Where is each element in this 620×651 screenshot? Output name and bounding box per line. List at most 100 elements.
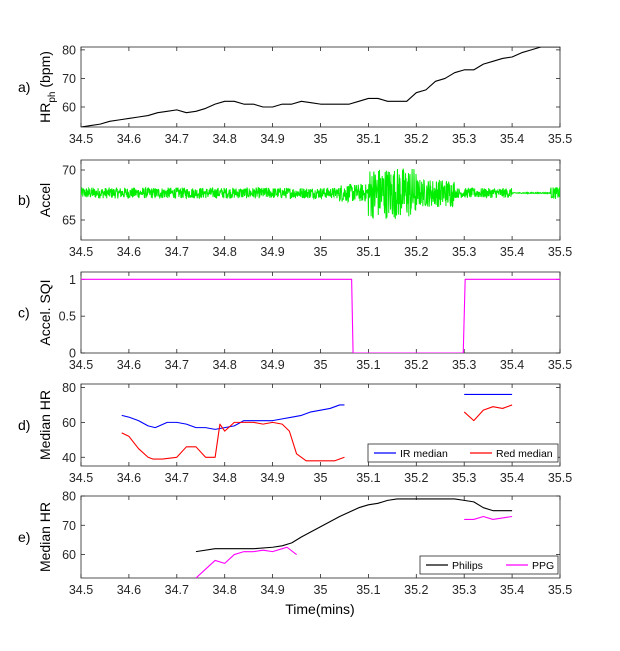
- y-tick-label: 80: [62, 490, 76, 504]
- x-tick-label: 34.5: [69, 583, 93, 597]
- legend-box: [367, 443, 559, 463]
- y-tick-label: 60: [62, 101, 76, 115]
- x-tick-label: 34.9: [260, 245, 284, 259]
- axes-box: [80, 271, 561, 354]
- axes-box: [80, 159, 561, 241]
- x-tick-label: 34.5: [69, 132, 93, 146]
- x-tick-label: 35.2: [404, 245, 428, 259]
- y-tick-label: 80: [62, 381, 76, 395]
- legend: IR median Red median: [367, 443, 559, 463]
- series-line-red-median: [463, 404, 513, 422]
- panel-label: e): [18, 529, 30, 545]
- series-line-0: [81, 47, 560, 127]
- x-tick-label: 35.2: [404, 471, 428, 485]
- x-tick-label: 34.8: [213, 245, 237, 259]
- x-axis-label: Time(mins): [285, 601, 354, 617]
- x-tick-label: 34.7: [165, 583, 189, 597]
- plot-area: [81, 168, 560, 219]
- panel-label: d): [18, 417, 30, 433]
- y-axis-label-main: HR: [37, 103, 53, 123]
- legend-entry: Red median: [496, 448, 553, 460]
- y-tick-label: 60: [62, 416, 76, 430]
- y-tick-label: 40: [62, 451, 76, 465]
- series-line-ppg: [464, 515, 513, 520]
- y-tick-label: 70: [62, 164, 76, 178]
- x-tick-label: 34.8: [213, 471, 237, 485]
- series-line-ppg: [195, 546, 297, 578]
- y-tick-label: 70: [62, 72, 76, 86]
- legend-entry: Philips: [452, 560, 483, 572]
- axes-box: [80, 46, 561, 128]
- x-tick-label: 34.9: [260, 471, 284, 485]
- x-tick-label: 35.5: [548, 471, 572, 485]
- x-tick-label: 35: [314, 583, 328, 597]
- legend-box: [419, 555, 559, 575]
- panel-a: 34.5 34.6 34.7 34.8 34.9 35 35.1 35.2 35.3 35.4 35…: [18, 43, 572, 146]
- panel-e: 34.5 34.6 34.7 34.8 34.9 35 35.1 35.2 35.3 35.4 35…: [18, 490, 572, 598]
- x-tick-label: 34.5: [69, 245, 93, 259]
- x-tick-label: 35.2: [404, 358, 428, 372]
- x-tick-label: 35.2: [404, 132, 428, 146]
- plot-area: [195, 498, 513, 578]
- series-line-0: [81, 278, 560, 353]
- x-tick-label: 35.3: [452, 471, 476, 485]
- y-axis-label-sub: ph: [47, 92, 58, 103]
- plot-area: [81, 47, 560, 127]
- x-tick-label: 35: [314, 358, 328, 372]
- panel-label: c): [18, 305, 30, 321]
- series-line-philips: [195, 498, 513, 553]
- x-tick-label: 35.4: [500, 245, 524, 259]
- x-tick-label: 35.1: [356, 245, 380, 259]
- x-tick-label: 35.4: [500, 132, 524, 146]
- x-tick-label: 35.5: [548, 245, 572, 259]
- panel-label: a): [18, 79, 30, 95]
- x-tick-label: 35.4: [500, 471, 524, 485]
- x-tick-label: 35: [314, 132, 328, 146]
- x-tick-label: 34.6: [117, 132, 141, 146]
- accel-signal-line: [81, 168, 560, 219]
- x-tick-label: 35.2: [404, 583, 428, 597]
- x-tick-label: 35.4: [500, 358, 524, 372]
- x-tick-label: 34.5: [69, 471, 93, 485]
- x-tick-label: 34.7: [165, 132, 189, 146]
- x-tick-label: 34.6: [117, 358, 141, 372]
- panel-b: 34.5 34.6 34.7 34.8 34.9 35 35.1 35.2 35.3 35.4 35…: [18, 159, 572, 259]
- panel-d: 34.5 34.6 34.7 34.8 34.9 35 35.1 35.2 35.3 35.4 35…: [18, 381, 572, 485]
- legend-entry: IR median: [400, 448, 448, 460]
- x-tick-label: 35.5: [548, 358, 572, 372]
- panel-label: b): [18, 192, 30, 208]
- series-line-ir-median: [121, 404, 345, 430]
- y-tick-label: 0: [69, 347, 76, 361]
- x-tick-label: 34.7: [165, 245, 189, 259]
- x-tick-label: 35.5: [548, 583, 572, 597]
- series-line-red-median: [121, 421, 345, 462]
- x-tick-label: 34.7: [165, 471, 189, 485]
- y-axis-label: Median HR: [37, 502, 53, 572]
- x-tick-label: 34.7: [165, 358, 189, 372]
- x-tick-label: 34.9: [260, 132, 284, 146]
- y-tick-label: 80: [62, 43, 76, 57]
- y-axis-label: Median HR: [37, 390, 53, 460]
- plot-area: [81, 278, 560, 353]
- panel-c: 34.5 34.6 34.7 34.8 34.9 35 35.1 35.2 35.3 35.4 35…: [18, 271, 572, 372]
- x-tick-label: 35.4: [500, 583, 524, 597]
- legend-entry: PPG: [532, 560, 554, 572]
- x-tick-label: 35: [314, 245, 328, 259]
- x-tick-label: 35.1: [356, 358, 380, 372]
- legend: Philips PPG: [419, 555, 559, 575]
- y-axis-label-suffix: (bpm): [37, 51, 53, 91]
- y-axis-label: Accel. SQI: [37, 279, 53, 345]
- y-axis-label: HRph (bpm): [37, 51, 58, 123]
- y-tick-label: 60: [62, 548, 76, 562]
- x-tick-label: 34.8: [213, 358, 237, 372]
- x-tick-label: 35.1: [356, 132, 380, 146]
- x-tick-label: 34.9: [260, 583, 284, 597]
- y-axis-label: Accel: [37, 183, 53, 217]
- x-tick-label: 35.5: [548, 132, 572, 146]
- x-tick-label: 34.6: [117, 583, 141, 597]
- x-tick-label: 35.3: [452, 132, 476, 146]
- x-tick-label: 35.3: [452, 245, 476, 259]
- x-tick-label: 34.6: [117, 471, 141, 485]
- x-tick-label: 35: [314, 471, 328, 485]
